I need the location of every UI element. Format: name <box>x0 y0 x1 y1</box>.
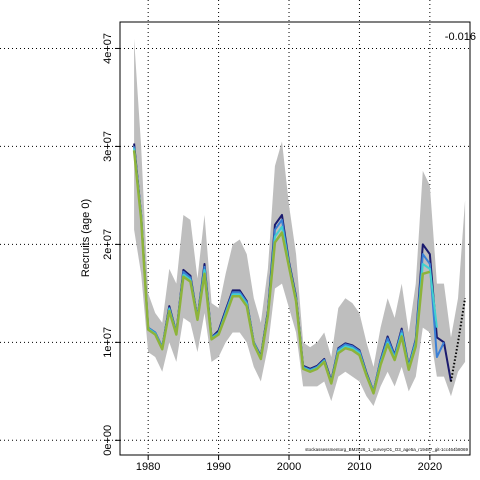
y-tick-label: 4e+07 <box>102 33 114 64</box>
x-tick-label: 1990 <box>206 461 230 473</box>
y-tick-label: 2e+07 <box>102 229 114 260</box>
plot-frame <box>119 21 471 456</box>
annotation: -0.016 <box>445 31 476 43</box>
y-tick-label: 3e+07 <box>102 131 114 162</box>
y-tick-label: 1e+07 <box>102 327 114 358</box>
x-tick-label: 1980 <box>136 461 160 473</box>
series-line <box>132 150 431 395</box>
x-tick-label: 2020 <box>418 461 442 473</box>
x-tick-label: 2000 <box>277 461 301 473</box>
y-tick-label: 0e+00 <box>102 425 114 456</box>
x-tick-label: 2010 <box>347 461 371 473</box>
footnote: stockassessmentorg_BM2026_1_surveyO1_O3_… <box>305 447 468 452</box>
confidence-band <box>134 38 466 407</box>
series-line <box>450 298 467 382</box>
y-axis-label: Recruits (age 0) <box>80 199 92 277</box>
